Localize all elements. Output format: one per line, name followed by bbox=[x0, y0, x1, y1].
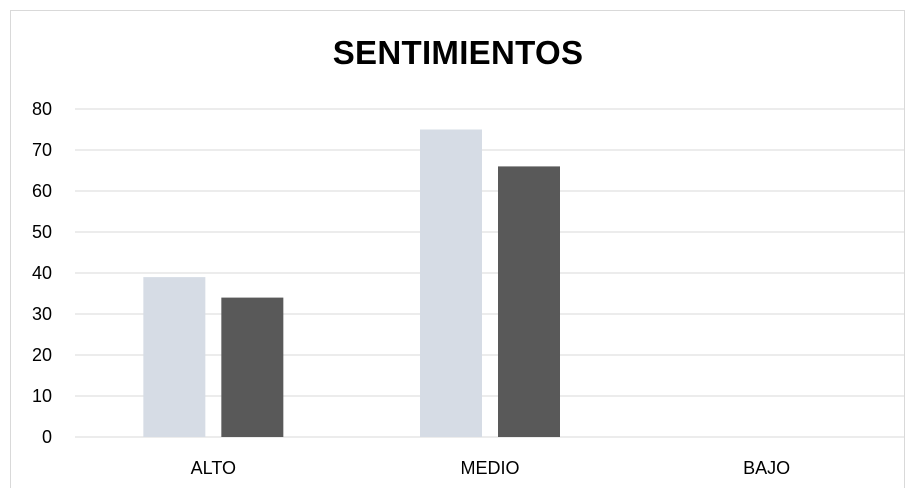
y-tick-label: 20 bbox=[32, 345, 52, 365]
y-tick-label: 50 bbox=[32, 222, 52, 242]
y-tick-label: 10 bbox=[32, 386, 52, 406]
chart-title: SENTIMIENTOS bbox=[332, 34, 584, 71]
y-tick-label: 60 bbox=[32, 181, 52, 201]
x-axis-category-labels: ALTO MEDIO BAJO bbox=[191, 458, 791, 478]
bar-medio-series-2 bbox=[498, 166, 560, 437]
bar-medio-series-1 bbox=[420, 129, 482, 437]
bar-alto-series-1 bbox=[143, 277, 206, 437]
bars bbox=[143, 129, 560, 437]
gridlines bbox=[75, 108, 905, 438]
x-category-label: ALTO bbox=[191, 458, 236, 478]
y-tick-label: 30 bbox=[32, 304, 52, 324]
x-category-label: BAJO bbox=[743, 458, 790, 478]
y-tick-label: 40 bbox=[32, 263, 52, 283]
y-tick-label: 0 bbox=[42, 427, 52, 447]
y-tick-label: 70 bbox=[32, 140, 52, 160]
bar-alto-series-2 bbox=[221, 297, 284, 437]
y-axis-tick-labels: 0 10 20 30 40 50 60 70 80 bbox=[32, 99, 52, 447]
x-category-label: MEDIO bbox=[460, 458, 519, 478]
y-tick-label: 80 bbox=[32, 99, 52, 119]
